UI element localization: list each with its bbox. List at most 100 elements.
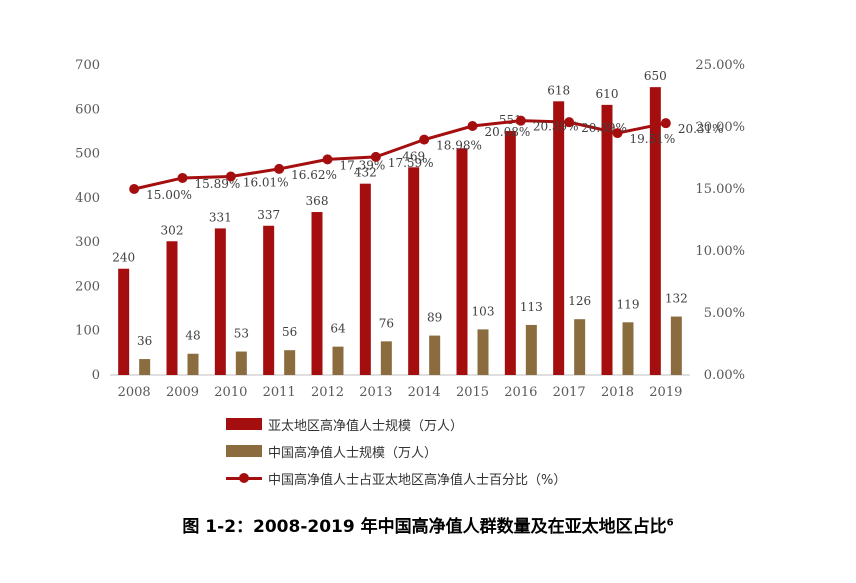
bar-china-value-label: 76 <box>379 316 394 330</box>
bar-china <box>429 335 441 375</box>
bar-apac-value-label: 432 <box>354 166 377 180</box>
bar-apac-value-label: 240 <box>112 251 135 265</box>
share-point <box>129 184 140 194</box>
y-left-tick-label: 100 <box>75 324 100 339</box>
bar-apac-value-label: 618 <box>547 83 570 97</box>
x-tick-label: 2014 <box>408 385 441 400</box>
share-point <box>370 151 381 162</box>
bar-china-value-label: 53 <box>234 327 249 341</box>
x-tick-label: 2013 <box>359 385 392 400</box>
legend-label-apac: 亚太地区高净值人士规模（万人） <box>268 418 464 434</box>
bar-apac <box>601 104 613 375</box>
legend-swatch-china <box>226 445 262 457</box>
legend-item-apac: 亚太地区高净值人士规模（万人） <box>226 412 646 436</box>
share-value-label: 16.01% <box>243 175 289 189</box>
share-point <box>564 117 575 128</box>
bar-china-value-label: 113 <box>520 300 543 314</box>
legend-swatch-apac <box>226 418 262 430</box>
bar-china <box>139 359 151 375</box>
share-point <box>515 115 526 126</box>
bar-apac <box>504 130 516 375</box>
share-value-label: 20.08% <box>485 125 531 139</box>
x-tick-label: 2017 <box>553 385 586 400</box>
bar-china-value-label: 126 <box>568 294 591 308</box>
bar-china-value-label: 64 <box>330 322 346 336</box>
bar-apac <box>553 101 565 376</box>
bar-apac <box>456 148 468 375</box>
bar-china <box>187 353 199 375</box>
bar-china <box>477 329 489 375</box>
x-tick-label: 2011 <box>263 385 296 400</box>
y-left-tick-label: 500 <box>75 147 100 162</box>
share-line <box>133 119 667 191</box>
y-left-tick-label: 400 <box>75 191 100 206</box>
legend-item-china: 中国高净值人士规模（万人） <box>226 439 646 463</box>
bar-apac-value-label: 650 <box>644 69 667 83</box>
share-value-label: 20.31% <box>678 122 724 136</box>
bar-china <box>574 319 586 375</box>
bar-china-value-label: 48 <box>185 329 200 343</box>
bar-apac-value-label: 368 <box>306 194 329 208</box>
x-tick-label: 2019 <box>649 385 682 400</box>
bar-china-value-label: 132 <box>665 292 688 306</box>
chart-legend: 亚太地区高净值人士规模（万人） 中国高净值人士规模（万人） 中国高净值人士占亚太… <box>226 412 646 493</box>
bar-china-value-label: 103 <box>472 304 495 318</box>
share-value-label: 19.51% <box>630 132 676 146</box>
bar-china-value-label: 89 <box>427 311 442 325</box>
bar-apac-value-label: 302 <box>161 223 184 237</box>
x-tick-label: 2015 <box>456 385 489 400</box>
bar-line-chart: 0 100 200 300 400 500 600 700 0.00% 5.00% 10.00% 15… <box>75 58 745 400</box>
share-point <box>467 121 478 132</box>
bar-apac <box>359 183 371 375</box>
y-right-tick-label: 10.00% <box>695 244 745 259</box>
y-left-tick-label: 200 <box>75 279 100 294</box>
bar-china <box>332 346 344 375</box>
bar-china <box>284 350 296 375</box>
bar-china-value-label: 56 <box>282 325 297 339</box>
y-left-tick-label: 300 <box>75 235 100 250</box>
share-point <box>612 128 623 139</box>
bar-china <box>525 324 537 375</box>
y-left-tick-label: 600 <box>75 102 100 117</box>
bar-china-value-label: 119 <box>617 297 640 311</box>
bar-apac <box>118 268 130 375</box>
x-tick-label: 2018 <box>601 385 634 400</box>
y-right-tick-label: 25.00% <box>695 58 745 73</box>
share-point <box>225 171 236 182</box>
share-point <box>419 134 430 145</box>
figure-caption: 图 1-2：2008-2019 年中国高净值人群数量及在亚太地区占比6 <box>0 512 856 537</box>
share-value-label: 16.62% <box>291 168 337 182</box>
caption-footnote: 6 <box>666 517 674 529</box>
bar-apac-value-label: 337 <box>257 208 280 222</box>
share-value-label: 17.59% <box>388 156 434 170</box>
bar-china <box>380 341 392 375</box>
bar-apac <box>214 228 226 375</box>
bar-china-value-label: 36 <box>137 334 152 348</box>
legend-item-share: 中国高净值人士占亚太地区高净值人士百分比（%） <box>226 466 646 490</box>
x-tick-label: 2012 <box>311 385 344 400</box>
bar-apac-value-label: 331 <box>209 210 232 224</box>
x-tick-label: 2009 <box>166 385 199 400</box>
bar-apac-value-label: 469 <box>402 149 425 163</box>
y-right-tick-label: 20.00% <box>695 120 745 135</box>
bar-china <box>622 322 634 375</box>
bar-apac <box>311 212 323 375</box>
legend-swatch-share <box>226 472 262 484</box>
bar-apac <box>263 225 275 375</box>
y-right-tick-label: 5.00% <box>704 306 745 321</box>
share-point <box>177 172 188 183</box>
bar-apac <box>408 167 420 375</box>
share-point <box>322 154 333 165</box>
bar-apac-value-label: 610 <box>596 87 619 101</box>
share-value-label: 17.39% <box>340 158 386 172</box>
x-tick-label: 2008 <box>118 385 151 400</box>
share-value-label: 15.00% <box>146 188 192 202</box>
y-left-tick-label: 0 <box>92 368 100 383</box>
caption-text: 图 1-2：2008-2019 年中国高净值人群数量及在亚太地区占比 <box>182 517 667 537</box>
bar-apac <box>649 87 661 376</box>
x-tick-label: 2016 <box>504 385 537 400</box>
y-right-tick-label: 15.00% <box>695 182 745 197</box>
share-point <box>660 118 671 129</box>
share-value-label: 18.98% <box>436 139 482 153</box>
bar-apac <box>166 241 178 375</box>
